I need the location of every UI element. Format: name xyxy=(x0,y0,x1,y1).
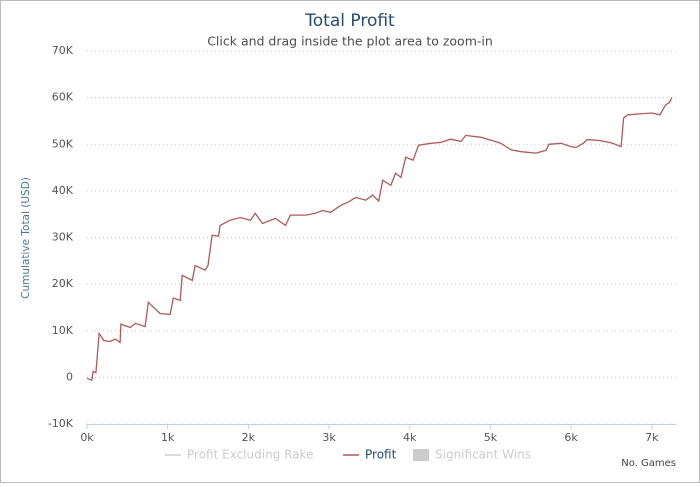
x-tick-label: 7k xyxy=(645,431,659,444)
x-tick-label: 5k xyxy=(484,431,498,444)
y-tick-label: 50K xyxy=(52,137,74,150)
x-axis-label: No. Games xyxy=(621,458,676,469)
legend-label[interactable]: Profit xyxy=(365,448,397,462)
x-tick-label: 4k xyxy=(403,431,417,444)
y-tick-label: 20K xyxy=(52,277,74,290)
y-tick-label: -10K xyxy=(48,417,74,430)
y-axis-label: Cumulative Total (USD) xyxy=(20,177,32,299)
legend-symbol xyxy=(413,449,429,461)
x-tick-label: 1k xyxy=(161,431,175,444)
x-tick-label: 2k xyxy=(242,431,256,444)
chart-title: Total Profit xyxy=(304,11,395,31)
y-tick-label: 0 xyxy=(66,370,73,383)
y-tick-label: 70K xyxy=(52,44,74,57)
y-tick-label: 60K xyxy=(52,91,74,104)
legend-label[interactable]: Significant Wins xyxy=(435,448,531,462)
y-tick-label: 40K xyxy=(52,184,74,197)
y-tick-label: 10K xyxy=(52,324,74,337)
x-tick-label: 0k xyxy=(80,431,94,444)
legend-label[interactable]: Profit Excluding Rake xyxy=(187,448,313,462)
chart-subtitle: Click and drag inside the plot area to z… xyxy=(207,34,493,49)
x-tick-label: 6k xyxy=(564,431,578,444)
series-line xyxy=(86,97,673,382)
y-tick-label: 30K xyxy=(52,231,74,244)
x-tick-label: 3k xyxy=(322,431,336,444)
